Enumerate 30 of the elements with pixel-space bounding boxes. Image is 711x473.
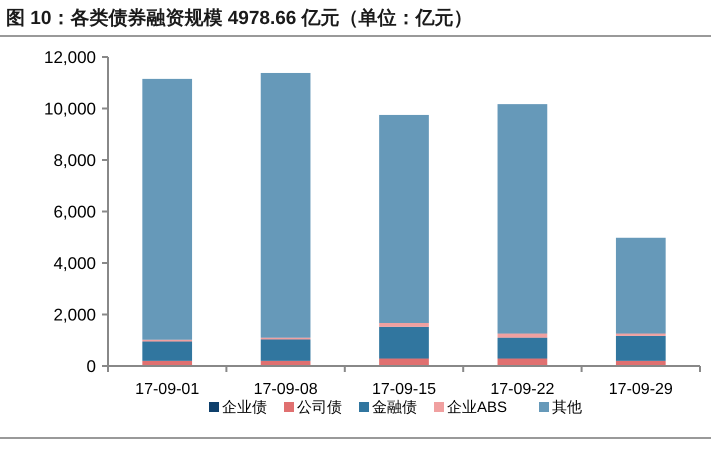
x-tick-label: 17-09-22 xyxy=(490,381,555,398)
y-tick-label: 2,000 xyxy=(53,306,96,324)
bar xyxy=(142,78,192,340)
y-tick-label: 6,000 xyxy=(53,202,96,222)
legend-label: 企业ABS xyxy=(447,399,508,416)
bar xyxy=(379,322,429,327)
bar xyxy=(616,238,666,334)
bar xyxy=(498,104,548,334)
y-tick-label: 0 xyxy=(86,357,96,376)
bar xyxy=(379,114,429,323)
chart-title: 图 10：各类债券融资规模 4978.66 亿元（单位：亿元） xyxy=(6,7,473,29)
y-tick-label: 4,000 xyxy=(53,254,96,273)
legend-label: 金融债 xyxy=(372,399,417,416)
x-tick-label: 17-09-01 xyxy=(135,381,200,398)
x-tick-label: 17-09-29 xyxy=(608,381,673,398)
x-tick-label: 17-09-08 xyxy=(254,381,318,398)
bar xyxy=(260,339,310,361)
bar xyxy=(142,342,192,361)
bar xyxy=(498,338,548,359)
bar xyxy=(616,336,666,361)
y-tick-label: 10,000 xyxy=(44,100,96,118)
legend-label: 公司债 xyxy=(297,399,342,416)
x-tick-label: 17-09-15 xyxy=(372,381,436,398)
legend-label: 企业债 xyxy=(222,399,267,416)
bar xyxy=(260,72,310,338)
y-tick-label: 12,000 xyxy=(44,48,96,67)
legend-label: 其他 xyxy=(552,399,582,416)
bar xyxy=(498,334,548,338)
y-tick-label: 8,000 xyxy=(53,151,96,170)
bar xyxy=(379,326,429,359)
